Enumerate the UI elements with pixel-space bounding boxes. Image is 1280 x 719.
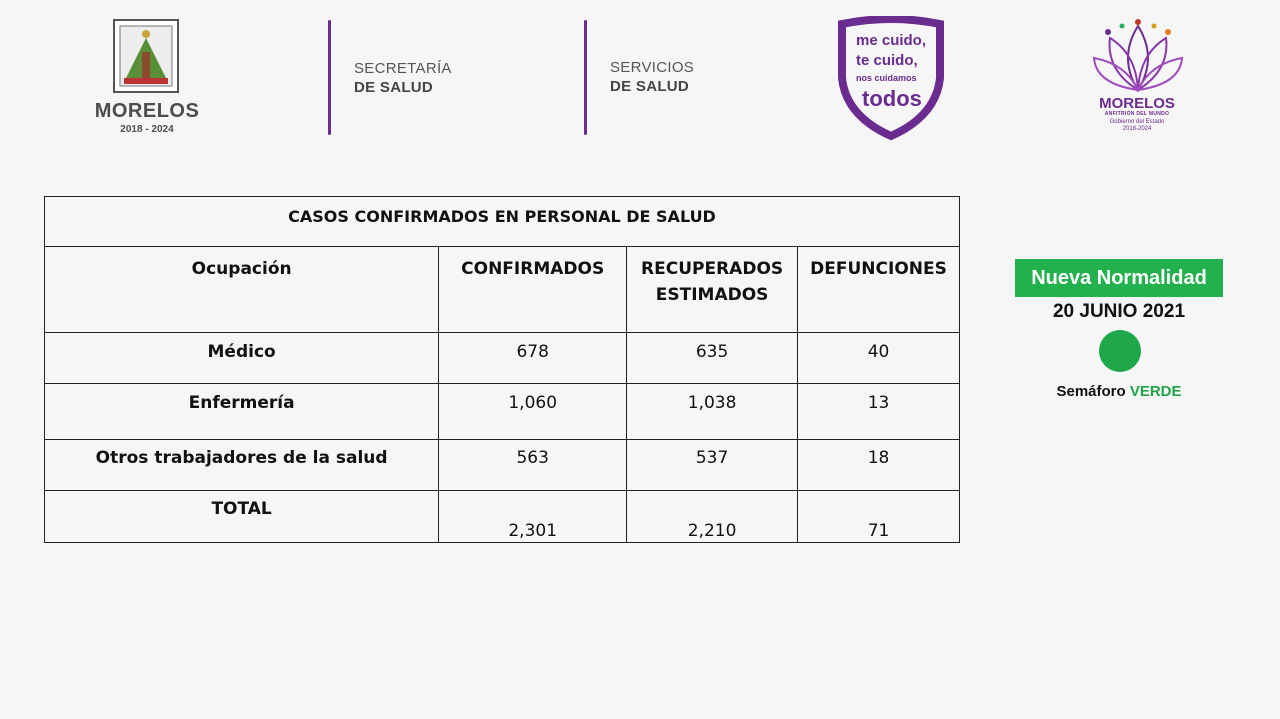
nueva-normalidad-badge: Nueva Normalidad bbox=[1015, 259, 1223, 297]
cell-recuperados: 537 bbox=[626, 439, 799, 491]
divider bbox=[328, 20, 331, 135]
cell-recuperados: 2,210 bbox=[626, 490, 799, 543]
cell-defunciones: 13 bbox=[797, 383, 960, 440]
campaign-badge-logo: me cuido, te cuido, nos cuidamos todos bbox=[836, 16, 946, 140]
campaign-line-2: te cuido, bbox=[856, 52, 918, 69]
cell-ocupacion: Otros trabajadores de la salud bbox=[43, 439, 440, 491]
header-recuperados: RECUPERADOS ESTIMADOS bbox=[626, 246, 799, 333]
health-staff-cases-table: CASOS CONFIRMADOS EN PERSONAL DE SALUD O… bbox=[43, 196, 960, 543]
lotus-title: MORELOS bbox=[1099, 95, 1175, 112]
morelos-lotus-logo bbox=[1092, 19, 1184, 92]
cell-ocupacion: TOTAL bbox=[43, 490, 440, 543]
table-row: Médico 678 635 40 bbox=[43, 332, 960, 384]
agency-line-2: DE SALUD bbox=[354, 79, 434, 96]
table-row: Enfermería 1,060 1,038 13 bbox=[43, 383, 960, 440]
campaign-line-1: me cuido, bbox=[856, 32, 927, 49]
cell-ocupacion: Enfermería bbox=[43, 383, 440, 440]
cell-defunciones: 71 bbox=[797, 490, 960, 543]
agency-line-1: SERVICIOS bbox=[610, 59, 695, 76]
agency-line-2: DE SALUD bbox=[610, 78, 690, 95]
report-date: 20 JUNIO 2021 bbox=[1052, 301, 1186, 322]
table-title: CASOS CONFIRMADOS EN PERSONAL DE SALUD bbox=[44, 196, 960, 247]
header-defunciones: DEFUNCIONES bbox=[797, 246, 960, 333]
cell-defunciones: 40 bbox=[797, 332, 960, 384]
morelos-years: 2018 - 2024 bbox=[120, 124, 174, 135]
cell-confirmados: 678 bbox=[438, 332, 628, 384]
semaforo-label: Semáforo bbox=[1056, 383, 1126, 400]
table-row: Otros trabajadores de la salud 563 537 1… bbox=[43, 439, 960, 491]
campaign-line-3: nos cuidamos bbox=[856, 73, 917, 83]
cell-recuperados: 1,038 bbox=[626, 383, 799, 440]
header-recuperados-line-2: ESTIMADOS bbox=[655, 285, 769, 305]
lotus-gov: Gobierno del Estado 2018-2024 bbox=[1080, 119, 1194, 133]
lotus-gov-line-2: 2018-2024 bbox=[1122, 126, 1152, 132]
header-ocupacion: Ocupación bbox=[43, 246, 440, 333]
servicios-de-salud-logo: SERVICIOS DE SALUD bbox=[610, 58, 694, 96]
cell-defunciones: 18 bbox=[797, 439, 960, 491]
semaforo-status: Semáforo VERDE bbox=[1015, 383, 1223, 400]
morelos-wordmark: MORELOS bbox=[94, 100, 200, 122]
table-header-row: Ocupación CONFIRMADOS RECUPERADOS ESTIMA… bbox=[43, 246, 960, 333]
header-confirmados: CONFIRMADOS bbox=[438, 246, 628, 333]
lotus-gov-line-1: Gobierno del Estado bbox=[1109, 119, 1165, 125]
campaign-line-4: todos bbox=[862, 86, 922, 111]
header-recuperados-line-1: RECUPERADOS bbox=[641, 259, 784, 279]
cell-ocupacion: Médico bbox=[43, 332, 440, 384]
table-total-row: TOTAL 2,301 2,210 71 bbox=[43, 490, 960, 543]
badge-shape bbox=[838, 16, 944, 140]
cell-confirmados: 1,060 bbox=[438, 383, 628, 440]
header: MORELOS 2018 - 2024 SECRETARÍA DE SALUD … bbox=[0, 0, 1280, 150]
agency-line-1: SECRETARÍA bbox=[354, 60, 452, 77]
semaforo-light bbox=[1099, 330, 1141, 372]
semaforo-value: VERDE bbox=[1129, 383, 1182, 400]
cell-recuperados: 635 bbox=[626, 332, 799, 384]
secretaria-de-salud-logo: SECRETARÍA DE SALUD bbox=[354, 59, 452, 97]
cell-confirmados: 2,301 bbox=[438, 490, 628, 543]
cell-confirmados: 563 bbox=[438, 439, 628, 491]
lotus-subtitle: ANFITRIÓN DEL MUNDO bbox=[1104, 111, 1170, 117]
divider bbox=[584, 20, 587, 135]
morelos-shield-logo bbox=[113, 19, 179, 93]
